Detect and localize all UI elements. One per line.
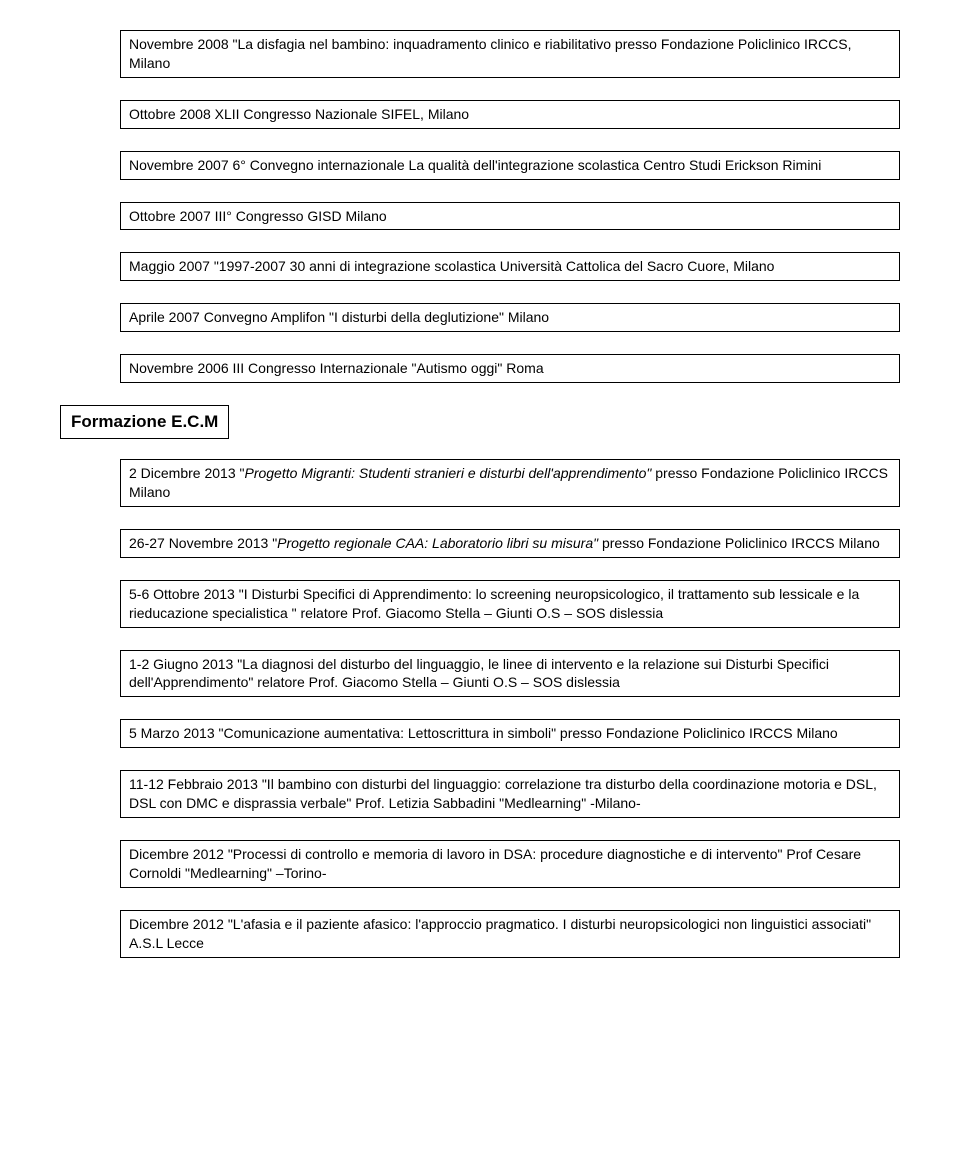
- entry-text-part: 11-12 Febbraio 2013 "Il bambino con dist…: [129, 776, 877, 811]
- entry-text-part: 26-27 Novembre 2013 ": [129, 535, 277, 551]
- entry-text: Ottobre 2008 XLII Congresso Nazionale SI…: [129, 106, 469, 122]
- entry-text: Novembre 2006 III Congresso Internaziona…: [129, 360, 544, 376]
- entry-box: Aprile 2007 Convegno Amplifon "I disturb…: [120, 303, 900, 332]
- section-title-row: Formazione E.C.M: [60, 405, 900, 459]
- entry-box: 5 Marzo 2013 "Comunicazione aumentativa:…: [120, 719, 900, 748]
- entry-box: 26-27 Novembre 2013 "Progetto regionale …: [120, 529, 900, 558]
- entry-box: Novembre 2006 III Congresso Internaziona…: [120, 354, 900, 383]
- entry-box: 11-12 Febbraio 2013 "Il bambino con dist…: [120, 770, 900, 818]
- entry-text: Maggio 2007 "1997-2007 30 anni di integr…: [129, 258, 774, 274]
- entry-text-part: Progetto regionale CAA: Laboratorio libr…: [277, 535, 598, 551]
- entry-box: 2 Dicembre 2013 "Progetto Migranti: Stud…: [120, 459, 900, 507]
- entry-text-part: 1-2 Giugno 2013 "La diagnosi del disturb…: [129, 656, 829, 691]
- entries-top-group: Novembre 2008 "La disfagia nel bambino: …: [120, 30, 900, 383]
- document-page: Novembre 2008 "La disfagia nel bambino: …: [0, 0, 960, 1010]
- entry-text-part: 5-6 Ottobre 2013 "I Disturbi Specifici d…: [129, 586, 859, 621]
- entry-box: Novembre 2008 "La disfagia nel bambino: …: [120, 30, 900, 78]
- entry-box: 1-2 Giugno 2013 "La diagnosi del disturb…: [120, 650, 900, 698]
- entry-box: Novembre 2007 6° Convegno internazionale…: [120, 151, 900, 180]
- entry-box: 5-6 Ottobre 2013 "I Disturbi Specifici d…: [120, 580, 900, 628]
- entry-text: Aprile 2007 Convegno Amplifon "I disturb…: [129, 309, 549, 325]
- entry-box: Ottobre 2007 III° Congresso GISD Milano: [120, 202, 900, 231]
- entries-ecm-group: 2 Dicembre 2013 "Progetto Migranti: Stud…: [120, 459, 900, 957]
- entry-box: Ottobre 2008 XLII Congresso Nazionale SI…: [120, 100, 900, 129]
- entry-box: Maggio 2007 "1997-2007 30 anni di integr…: [120, 252, 900, 281]
- entry-text-part: 5 Marzo 2013 "Comunicazione aumentativa:…: [129, 725, 838, 741]
- entry-text: Ottobre 2007 III° Congresso GISD Milano: [129, 208, 387, 224]
- entry-text-part: Progetto Migranti: Studenti stranieri e …: [244, 465, 651, 481]
- entry-box: Dicembre 2012 "L'afasia e il paziente af…: [120, 910, 900, 958]
- entry-text: Novembre 2008 "La disfagia nel bambino: …: [129, 36, 851, 71]
- entry-text-part: Dicembre 2012 "L'afasia e il paziente af…: [129, 916, 871, 951]
- entry-text-part: presso Fondazione Policlinico IRCCS Mila…: [598, 535, 880, 551]
- entry-text: Novembre 2007 6° Convegno internazionale…: [129, 157, 821, 173]
- section-title: Formazione E.C.M: [60, 405, 229, 439]
- entry-text-part: 2 Dicembre 2013 ": [129, 465, 244, 481]
- entry-box: Dicembre 2012 "Processi di controllo e m…: [120, 840, 900, 888]
- entry-text-part: Dicembre 2012 "Processi di controllo e m…: [129, 846, 861, 881]
